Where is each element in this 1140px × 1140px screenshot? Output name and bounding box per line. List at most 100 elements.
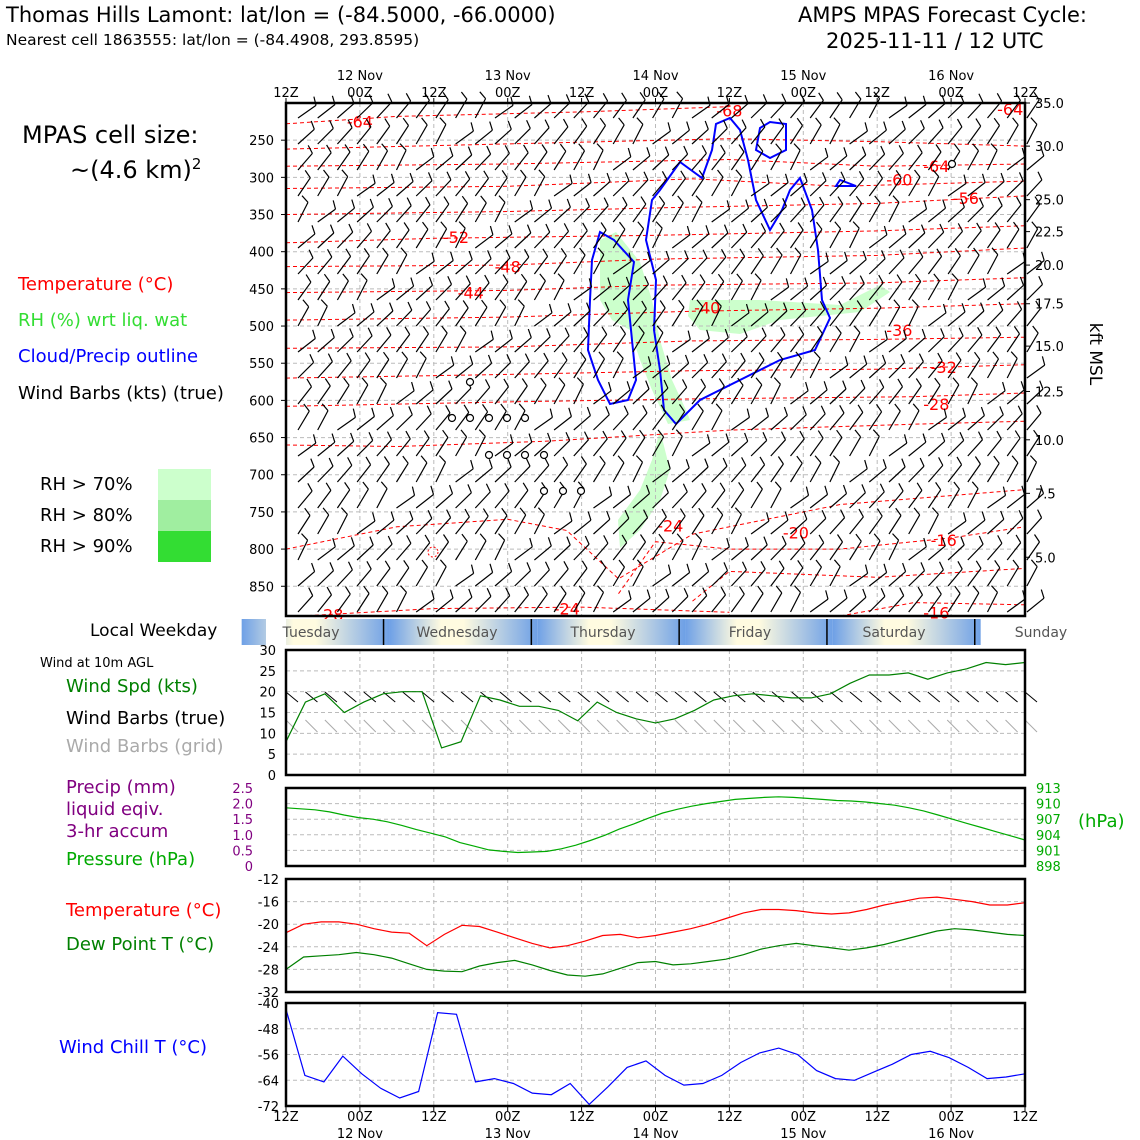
wind-barb xyxy=(908,570,925,587)
wind-barb-feather xyxy=(1002,381,1006,391)
wind-barb-feather xyxy=(347,119,353,128)
wind-barb-feather xyxy=(686,121,690,131)
cell-size-exponent: 2 xyxy=(191,155,202,173)
wind-barb xyxy=(395,358,409,379)
wind-barb xyxy=(474,338,494,353)
wind-barb-feather xyxy=(1031,221,1039,230)
wind-barb xyxy=(376,519,395,535)
wind-barb xyxy=(297,153,313,171)
wind-barb-feather xyxy=(962,407,966,417)
wind-barb xyxy=(415,228,429,249)
wind-barb xyxy=(533,384,547,405)
wind-barb-feather xyxy=(884,330,888,340)
wind-barb-feather xyxy=(548,199,553,209)
wind-barb-feather xyxy=(979,197,984,207)
wind-barb xyxy=(888,104,908,119)
wind-barb xyxy=(474,258,492,275)
wind-barb xyxy=(829,412,845,431)
wind-barb xyxy=(1006,566,1020,587)
wind-barb xyxy=(652,130,671,145)
wind-barb xyxy=(888,515,902,535)
wind-barb xyxy=(829,179,846,197)
wind-barb-feather xyxy=(1016,301,1023,310)
wind-barb xyxy=(967,334,983,353)
wind-barb-feather xyxy=(484,379,491,388)
wind-barb xyxy=(356,231,372,249)
wind-barb xyxy=(494,571,512,587)
wind-barb-feather xyxy=(803,510,808,520)
weekday-label: Saturday xyxy=(862,625,925,641)
wind-barb xyxy=(297,281,312,301)
kft-tick-label: 15.0 xyxy=(1035,340,1064,355)
wind-barb xyxy=(927,360,943,379)
wind-barb xyxy=(455,307,469,327)
wind-barb-feather xyxy=(932,169,940,177)
wind-barb-feather xyxy=(935,144,942,153)
wind-barb-feather xyxy=(820,405,826,415)
wind-barb-feather xyxy=(875,299,882,308)
wind-barb xyxy=(770,125,785,145)
wind-barb-feather xyxy=(323,273,331,282)
wind-barb xyxy=(908,256,924,275)
wind-barb-feather xyxy=(798,326,805,335)
wind-barb xyxy=(573,125,588,145)
wind-barb-feather xyxy=(940,328,945,337)
wind-barb-feather xyxy=(424,92,430,101)
wind-barb-grid xyxy=(927,719,941,733)
date-tick-top: 15 Nov xyxy=(780,69,826,84)
wind-barb xyxy=(317,305,328,327)
wind-barb xyxy=(573,519,592,535)
wind-barb-feather xyxy=(566,198,571,208)
wind-barb-feather xyxy=(323,169,330,178)
wind-barb-feather xyxy=(588,278,593,288)
wind-barb xyxy=(652,283,668,301)
wind-barb-feather xyxy=(815,559,822,568)
wind-barb-feather xyxy=(390,511,395,521)
wind-barb-feather xyxy=(933,273,940,282)
wind-barb xyxy=(908,385,922,405)
wind-barb xyxy=(337,416,356,431)
wind-barb xyxy=(336,440,355,457)
wind-barb-feather xyxy=(816,221,823,230)
wind-barb-feather xyxy=(785,278,790,288)
wind-barb xyxy=(376,439,392,457)
wind-barb-feather xyxy=(1040,589,1045,599)
wind-barb-10m xyxy=(324,691,338,703)
wind-barb xyxy=(888,153,904,171)
wind-barb xyxy=(494,490,510,509)
wind-barb xyxy=(1026,388,1044,405)
wind-barb-feather xyxy=(1014,430,1021,439)
calm-wind-marker xyxy=(558,486,568,496)
wind-barb-feather xyxy=(305,274,312,283)
wind-barb-feather xyxy=(409,510,414,520)
wind-barb xyxy=(336,280,349,301)
isotherm-label: -24 xyxy=(554,600,580,619)
wind-barb xyxy=(356,206,374,223)
wind-barb xyxy=(514,490,529,509)
wind-barb-grid xyxy=(1024,719,1038,733)
wind-barb-grid xyxy=(402,719,416,733)
wind-barb xyxy=(750,255,764,275)
wind-barb-feather xyxy=(363,585,370,594)
wind-barb-feather xyxy=(450,356,455,366)
wind-barb-feather xyxy=(970,377,978,385)
wind-barb-feather xyxy=(774,481,782,489)
wind-barb-grid xyxy=(421,719,435,733)
wind-barb-feather xyxy=(439,117,447,125)
wind-barb xyxy=(612,517,630,535)
wind-barb-grid xyxy=(343,719,357,733)
wind-barb xyxy=(927,569,944,587)
wind-barb xyxy=(908,441,927,457)
wind-barb-feather xyxy=(422,326,429,335)
wind-barb xyxy=(888,386,903,405)
wind-barb xyxy=(297,539,309,561)
wind-barb-feather xyxy=(814,455,822,464)
wind-barb-feather xyxy=(547,537,552,547)
wind-barb xyxy=(652,596,670,613)
wind-barb-feather xyxy=(372,174,376,184)
wind-barb-feather xyxy=(883,225,888,235)
wind-barb xyxy=(592,125,607,145)
wind-barb xyxy=(356,439,374,457)
wind-barb xyxy=(297,466,315,483)
wind-barb xyxy=(553,102,571,119)
